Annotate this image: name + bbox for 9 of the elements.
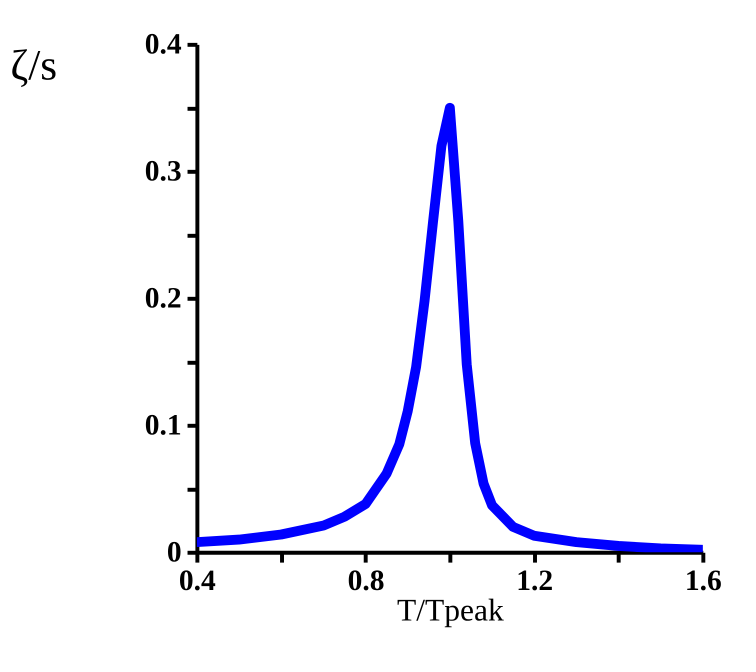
x-tick-label: 1.2 <box>516 565 554 598</box>
y-tick-label: 0.3 <box>144 156 182 188</box>
x-tick-label: 1.6 <box>684 565 722 598</box>
y-tick-label: 0.1 <box>144 410 182 442</box>
x-axis-title: T/Tpeak <box>397 592 504 628</box>
y-tick-label: 0.2 <box>144 282 182 315</box>
x-tick-label: 0.8 <box>348 565 384 598</box>
y-axis-title: ζ/s <box>10 41 58 90</box>
y-tick-label: 0.4 <box>144 28 182 61</box>
